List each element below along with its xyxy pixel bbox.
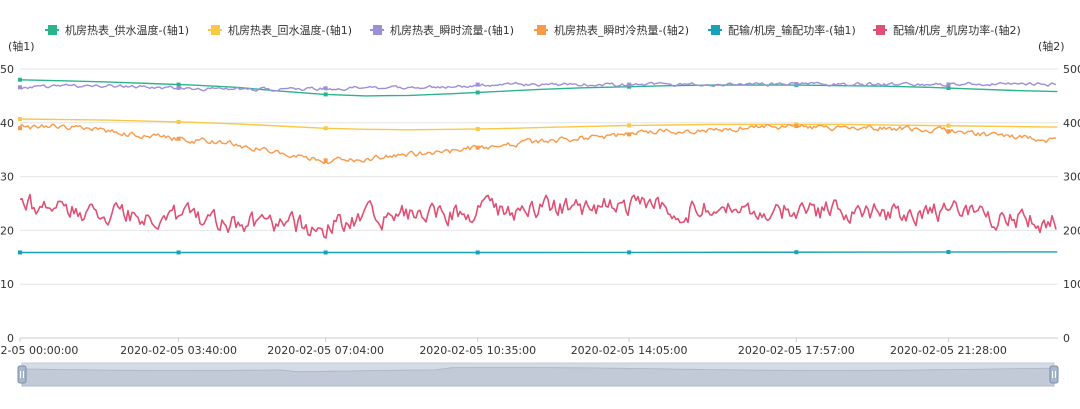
series-point (627, 250, 632, 255)
legend-swatch (537, 25, 546, 35)
series-point (323, 250, 328, 255)
legend-label: 机房热表_瞬时流量-(轴1) (390, 23, 514, 37)
series-point (176, 85, 181, 90)
series-point (176, 82, 181, 87)
x-tick-label: 2020-02-05 07:04:00 (267, 344, 384, 357)
series-point (794, 82, 799, 87)
legend: 机房热表_供水温度-(轴1) 机房热表_回水温度-(轴1) 机房热表_瞬时流量-(轴… (45, 23, 1021, 37)
x-tick-label: 2020-02-05 00:00:00 (0, 344, 78, 357)
legend-item-1[interactable]: 机房热表_供水温度-(轴1) (45, 23, 189, 37)
legend-item-4[interactable]: 机房热表_瞬时冷热量-(轴2) (534, 23, 689, 37)
x-tick-label: 2020-02-05 03:40:00 (120, 344, 237, 357)
series-point (627, 82, 632, 87)
legend-label: 配输/机房_机房功率-(轴2) (893, 23, 1021, 37)
legend-swatch (711, 25, 720, 35)
legend-item-2[interactable]: 机房热表_回水温度-(轴1) (208, 23, 352, 37)
series-line-4 (19, 123, 1057, 165)
series-point (946, 250, 951, 255)
legend-label: 配输/机房_输配功率-(轴1) (728, 23, 856, 37)
y-right-tick-label: 400 (1063, 117, 1080, 130)
series-point (176, 136, 181, 141)
y-axis-right-label: (轴2) (1038, 39, 1065, 53)
y-left-tick-label: 0 (7, 332, 14, 345)
y-right-tick-label: 300 (1063, 171, 1080, 184)
series-line-1 (19, 79, 1058, 97)
series-point (794, 124, 799, 129)
x-tick-label: 2020-02-05 14:05:00 (571, 344, 688, 357)
series-point (475, 82, 480, 87)
y-right-tick-label: 500 (1063, 63, 1080, 76)
y-right-tick-label: 0 (1063, 332, 1070, 345)
series-point (946, 123, 951, 128)
series-line-2 (19, 118, 1058, 131)
axes: 0102030405001002003004005002020-02-05 00… (0, 63, 1080, 357)
series-point (475, 90, 480, 95)
legend-item-5[interactable]: 配输/机房_输配功率-(轴1) (708, 23, 856, 37)
series-point (18, 85, 22, 90)
zoom-preview (21, 367, 1055, 387)
x-tick-label: 2020-02-05 21:28:00 (890, 344, 1007, 357)
series-point (627, 84, 632, 89)
series-line-6 (19, 193, 1057, 239)
x-tick-label: 2020-02-05 17:57:00 (738, 344, 855, 357)
y-left-tick-label: 10 (0, 278, 14, 291)
series-point (18, 77, 22, 82)
series-point (794, 250, 799, 255)
series-point (323, 126, 328, 131)
series-point (627, 123, 632, 128)
x-tick-label: 2020-02-05 10:35:00 (419, 344, 536, 357)
series-point (475, 145, 480, 150)
y-left-tick-label: 50 (0, 63, 14, 76)
zoom-handle-right[interactable] (1049, 365, 1059, 384)
legend-swatch (211, 25, 220, 35)
series-area (18, 77, 1058, 255)
series-point (18, 126, 22, 131)
y-right-tick-label: 100 (1063, 278, 1080, 291)
series-point (323, 92, 328, 97)
series-point (946, 86, 951, 91)
zoom-handle-left[interactable] (17, 365, 27, 384)
legend-label: 机房热表_瞬时冷热量-(轴2) (554, 23, 689, 37)
series-point (176, 250, 181, 255)
series-point (18, 117, 22, 122)
grid (20, 68, 1058, 339)
y-left-tick-label: 40 (0, 117, 14, 130)
legend-item-3[interactable]: 机房热表_瞬时流量-(轴1) (370, 23, 514, 37)
series-point (475, 250, 480, 255)
y-left-tick-label: 30 (0, 171, 14, 184)
series-line-3 (19, 81, 1057, 92)
series-point (18, 250, 22, 255)
y-left-tick-label: 20 (0, 224, 14, 237)
legend-item-6[interactable]: 配输/机房_机房功率-(轴2) (873, 23, 1021, 37)
y-axis-left-label: (轴1) (8, 39, 35, 53)
series-point (323, 158, 328, 163)
series-point (946, 129, 951, 134)
legend-swatch (876, 25, 885, 35)
data-zoom-slider[interactable] (17, 362, 1059, 387)
series-point (176, 119, 181, 124)
legend-label: 机房热表_供水温度-(轴1) (65, 23, 189, 37)
series-point (323, 86, 328, 91)
y-right-tick-label: 200 (1063, 224, 1080, 237)
legend-swatch (48, 25, 57, 35)
legend-swatch (373, 25, 382, 35)
series-point (475, 126, 480, 131)
legend-label: 机房热表_回水温度-(轴1) (228, 23, 352, 37)
series-point (627, 132, 632, 137)
series-point (946, 82, 951, 87)
series-line-5 (20, 251, 1058, 254)
